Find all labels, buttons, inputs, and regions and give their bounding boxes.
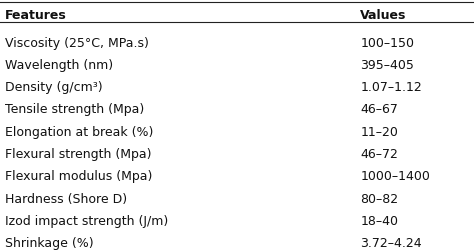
Text: Elongation at break (%): Elongation at break (%) (5, 125, 153, 138)
Text: 3.72–4.24: 3.72–4.24 (360, 236, 422, 249)
Text: 100–150: 100–150 (360, 37, 414, 49)
Text: Viscosity (25°C, MPa.s): Viscosity (25°C, MPa.s) (5, 37, 149, 49)
Text: Values: Values (360, 9, 407, 22)
Text: 11–20: 11–20 (360, 125, 398, 138)
Text: Izod impact strength (J/m): Izod impact strength (J/m) (5, 214, 168, 227)
Text: Wavelength (nm): Wavelength (nm) (5, 59, 113, 72)
Text: Tensile strength (Mpa): Tensile strength (Mpa) (5, 103, 144, 116)
Text: Flexural modulus (Mpa): Flexural modulus (Mpa) (5, 170, 152, 182)
Text: Features: Features (5, 9, 66, 22)
Text: 46–72: 46–72 (360, 147, 398, 160)
Text: Density (g/cm³): Density (g/cm³) (5, 81, 102, 94)
Text: 395–405: 395–405 (360, 59, 414, 72)
Text: Flexural strength (Mpa): Flexural strength (Mpa) (5, 147, 151, 160)
Text: 1000–1400: 1000–1400 (360, 170, 430, 182)
Text: 46–67: 46–67 (360, 103, 398, 116)
Text: 18–40: 18–40 (360, 214, 398, 227)
Text: 1.07–1.12: 1.07–1.12 (360, 81, 422, 94)
Text: Shrinkage (%): Shrinkage (%) (5, 236, 93, 249)
Text: 80–82: 80–82 (360, 192, 398, 205)
Text: Hardness (Shore D): Hardness (Shore D) (5, 192, 127, 205)
